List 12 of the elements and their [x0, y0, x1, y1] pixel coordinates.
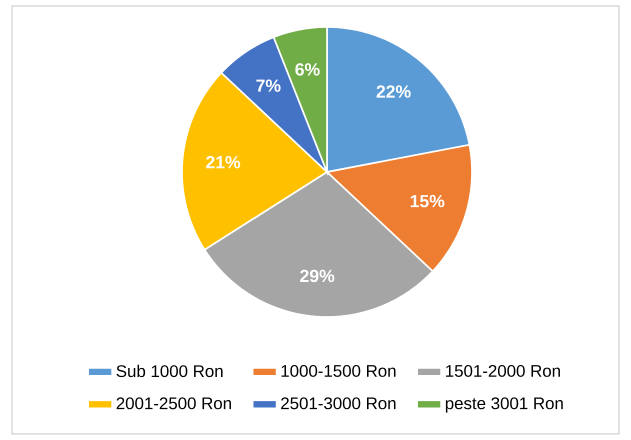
legend-label: 1501-2000 Ron — [446, 364, 560, 377]
legend-label: Sub 1000 Ron — [116, 364, 223, 378]
data-label: 15% — [410, 194, 444, 208]
data-label: 22% — [376, 85, 411, 98]
data-label: 21% — [206, 156, 240, 168]
legend-label: peste 3001 Ron — [446, 397, 563, 413]
data-label: 7% — [256, 79, 281, 92]
data-label: 6% — [295, 63, 320, 76]
legend-label: 2501-3000 Ron — [281, 397, 396, 410]
legend-label: 2001-2500 Ron — [116, 397, 231, 410]
legend-label: 1000-1500 Ron — [282, 364, 396, 377]
data-label: 29% — [300, 270, 334, 282]
